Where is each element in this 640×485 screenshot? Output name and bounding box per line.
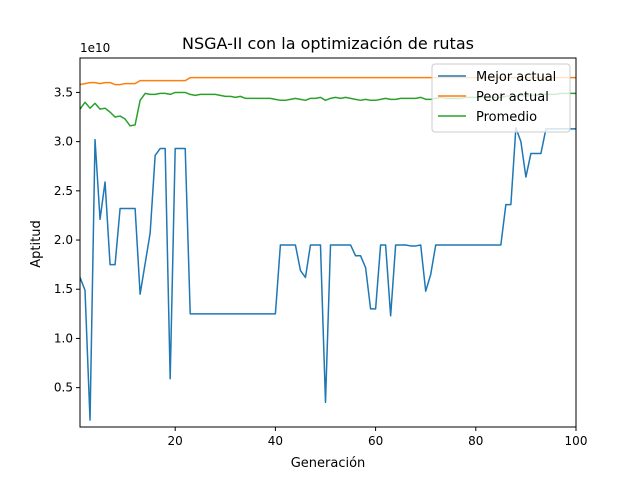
y-axis-label: Aptitud bbox=[29, 220, 44, 267]
x-tick-label: 80 bbox=[468, 434, 483, 448]
y-tick-label: 2.0 bbox=[54, 233, 73, 247]
legend: Mejor actual Peor actual Promedio bbox=[431, 63, 571, 133]
legend-box bbox=[431, 63, 571, 133]
plot-frame bbox=[79, 57, 577, 428]
chart-title: NSGA-II con la optimización de rutas bbox=[182, 34, 474, 53]
x-axis-label: Generación bbox=[291, 456, 366, 471]
y-tick-label: 3.5 bbox=[54, 85, 73, 99]
legend-label-1: Peor actual bbox=[476, 90, 549, 105]
y-tick-label: 1.5 bbox=[54, 282, 73, 296]
legend-label-0: Mejor actual bbox=[476, 70, 556, 85]
y-tick-label: 2.5 bbox=[54, 184, 73, 198]
x-tick-label: 100 bbox=[565, 434, 588, 448]
x-tick-label: 60 bbox=[368, 434, 383, 448]
y-tick-label: 3.0 bbox=[54, 135, 73, 149]
y-offset-label: 1e10 bbox=[80, 41, 110, 55]
series-line-0 bbox=[79, 127, 576, 421]
legend-label-2: Promedio bbox=[476, 110, 537, 125]
y-tick-label: 1.0 bbox=[54, 331, 73, 345]
x-tick-label: 40 bbox=[268, 434, 283, 448]
tick-layer: 20 40 60 80 100 0.5 1.0 1.5 2.0 2.5 3.0 3.5 bbox=[54, 85, 588, 448]
y-tick-label: 0.5 bbox=[54, 381, 73, 395]
x-tick-label: 20 bbox=[168, 434, 183, 448]
